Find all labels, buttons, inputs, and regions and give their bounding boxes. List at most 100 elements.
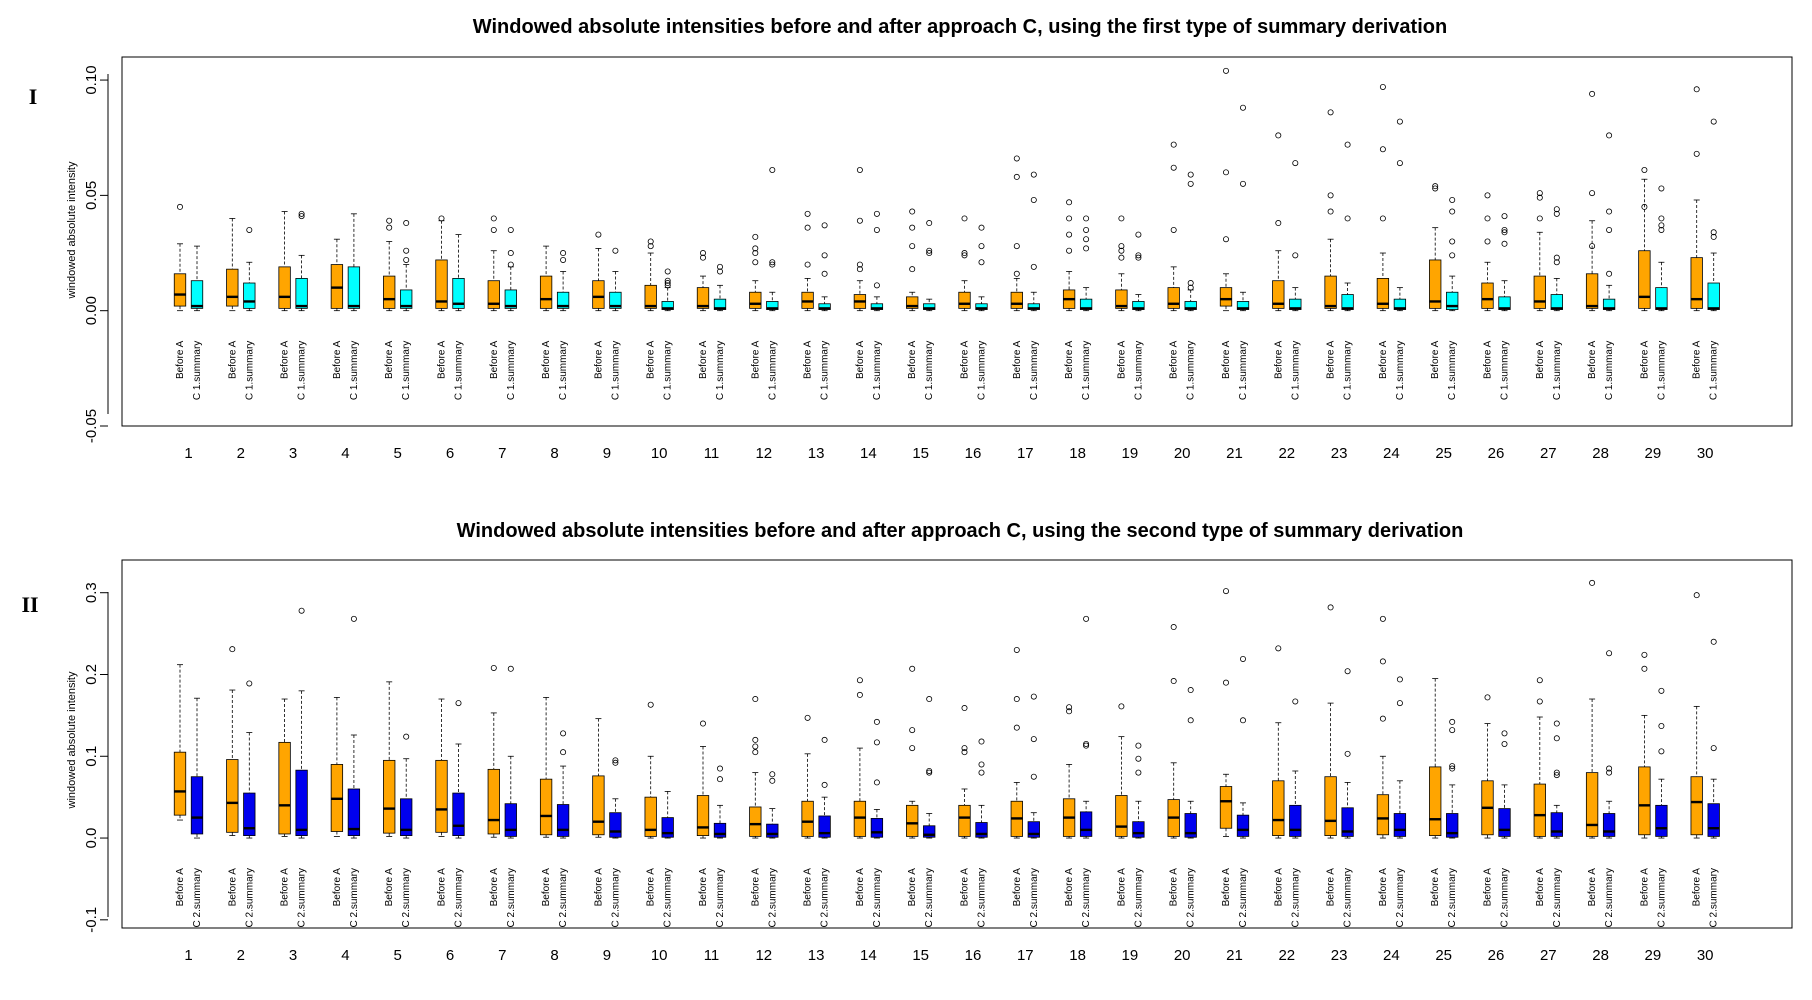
outlier-point: [560, 250, 567, 257]
box: [906, 296, 919, 309]
box-after: C 2.summary: [556, 730, 570, 927]
outlier-point: [1658, 222, 1665, 229]
outlier-point: [1030, 693, 1037, 700]
outlier-point: [1083, 236, 1090, 243]
outlier-point: [1344, 215, 1351, 222]
box-label: C 2.summary: [506, 868, 517, 927]
outlier-point: [1606, 226, 1613, 233]
box-before: Before A: [592, 231, 605, 379]
y-tick-label: 0.0: [83, 828, 100, 849]
outlier-point: [1187, 180, 1194, 187]
x-tick-label: 14: [860, 445, 877, 462]
outlier-point: [386, 224, 393, 231]
box-before: Before A: [696, 720, 710, 906]
outlier-point: [1240, 655, 1247, 662]
outlier-point: [1327, 208, 1334, 215]
box-label: C 2.summary: [715, 868, 726, 927]
outlier-point: [1083, 615, 1090, 622]
box-label: C 2.summary: [1133, 868, 1144, 927]
outlier-point: [612, 757, 619, 764]
box-label: Before A: [1169, 340, 1180, 379]
outlier-point: [856, 261, 863, 268]
x-tick-label: 13: [808, 445, 825, 462]
box-after: C 1.summary: [1289, 160, 1302, 400]
outlier-point: [1083, 741, 1090, 748]
box-before: Before A: [1481, 192, 1494, 379]
x-tick-label: 4: [341, 445, 349, 462]
x-tick-label: 27: [1540, 445, 1557, 462]
x-tick-label: 30: [1697, 947, 1714, 964]
outlier-point: [229, 646, 236, 653]
box-group: Before A C 2.summary: [1167, 624, 1197, 927]
box-group: Before A C 2.summary: [749, 696, 779, 927]
box-after: C 2.summary: [1550, 720, 1563, 927]
box: [1324, 776, 1337, 836]
box-group: Before A C 1.summary: [696, 250, 727, 400]
box-group: Before A C 2.summary: [1324, 604, 1354, 927]
box-label: C 1.summary: [715, 341, 726, 400]
outlier-point: [1083, 742, 1090, 749]
box: [609, 291, 622, 309]
outlier-point: [490, 664, 497, 671]
box-label: C 2.summary: [610, 868, 621, 927]
box-after: C 1.summary: [504, 226, 517, 400]
outlier-point: [717, 776, 724, 783]
box: [1324, 275, 1337, 309]
box-label: C 2.summary: [977, 868, 988, 927]
box-label: Before A: [332, 340, 343, 379]
box-before: Before A: [173, 203, 187, 379]
box-group: Before A C 2.summary: [1638, 651, 1668, 927]
outlier-point: [1449, 718, 1456, 725]
box-before: Before A: [1324, 604, 1337, 906]
box-group: Before A C 2.summary: [1429, 678, 1459, 927]
outlier-point: [647, 243, 654, 250]
outlier-point: [1170, 624, 1177, 631]
outlier-point: [1606, 769, 1613, 776]
box-before: Before A: [749, 233, 762, 379]
y-tick-label: -0.05: [83, 409, 100, 443]
box: [1376, 794, 1390, 836]
box-after: C 2.summary: [975, 738, 988, 927]
box-label: Before A: [541, 340, 552, 379]
outlier-point: [873, 718, 880, 725]
outlier-point: [1553, 772, 1560, 779]
box-after: C 1.summary: [556, 250, 570, 400]
box-before: Before A: [330, 238, 344, 379]
outlier-point: [664, 282, 671, 289]
outlier-point: [961, 745, 968, 752]
x-tick-label: 24: [1383, 947, 1400, 964]
outlier-point: [1292, 252, 1299, 259]
box: [278, 266, 291, 309]
outlier-point: [1396, 676, 1403, 683]
outlier-point: [1135, 231, 1142, 238]
box: [1638, 766, 1651, 836]
panel-label: I: [29, 84, 38, 109]
outlier-point: [873, 779, 880, 786]
box-group: Before A C 2.summary: [592, 718, 622, 927]
box: [1027, 821, 1040, 838]
outlier-point: [1553, 735, 1560, 742]
box-before: Before A: [539, 696, 553, 906]
outlier-point: [1327, 604, 1334, 611]
box-group: Before A C 2.summary: [1062, 615, 1093, 927]
box-before: Before A: [226, 218, 239, 379]
outlier-point: [752, 696, 759, 703]
outlier-point: [1135, 769, 1142, 776]
box-before: Before A: [1690, 86, 1703, 379]
box-before: Before A: [1429, 678, 1442, 906]
box: [1167, 287, 1180, 309]
box-before: Before A: [383, 681, 396, 906]
box: [1690, 776, 1703, 836]
box-group: Before A C 1.summary: [853, 167, 884, 400]
box-group: Before A C 2.summary: [644, 701, 674, 927]
panel-1: I Windowed absolute intensities before a…: [29, 16, 1793, 462]
x-tick-label: 8: [550, 947, 558, 964]
box-before: Before A: [958, 215, 971, 379]
outlier-point: [612, 759, 619, 766]
outlier-point: [1693, 150, 1700, 157]
outlier-point: [1379, 83, 1386, 90]
outlier-point: [1223, 588, 1230, 595]
box-label: C 2.summary: [1395, 868, 1406, 927]
